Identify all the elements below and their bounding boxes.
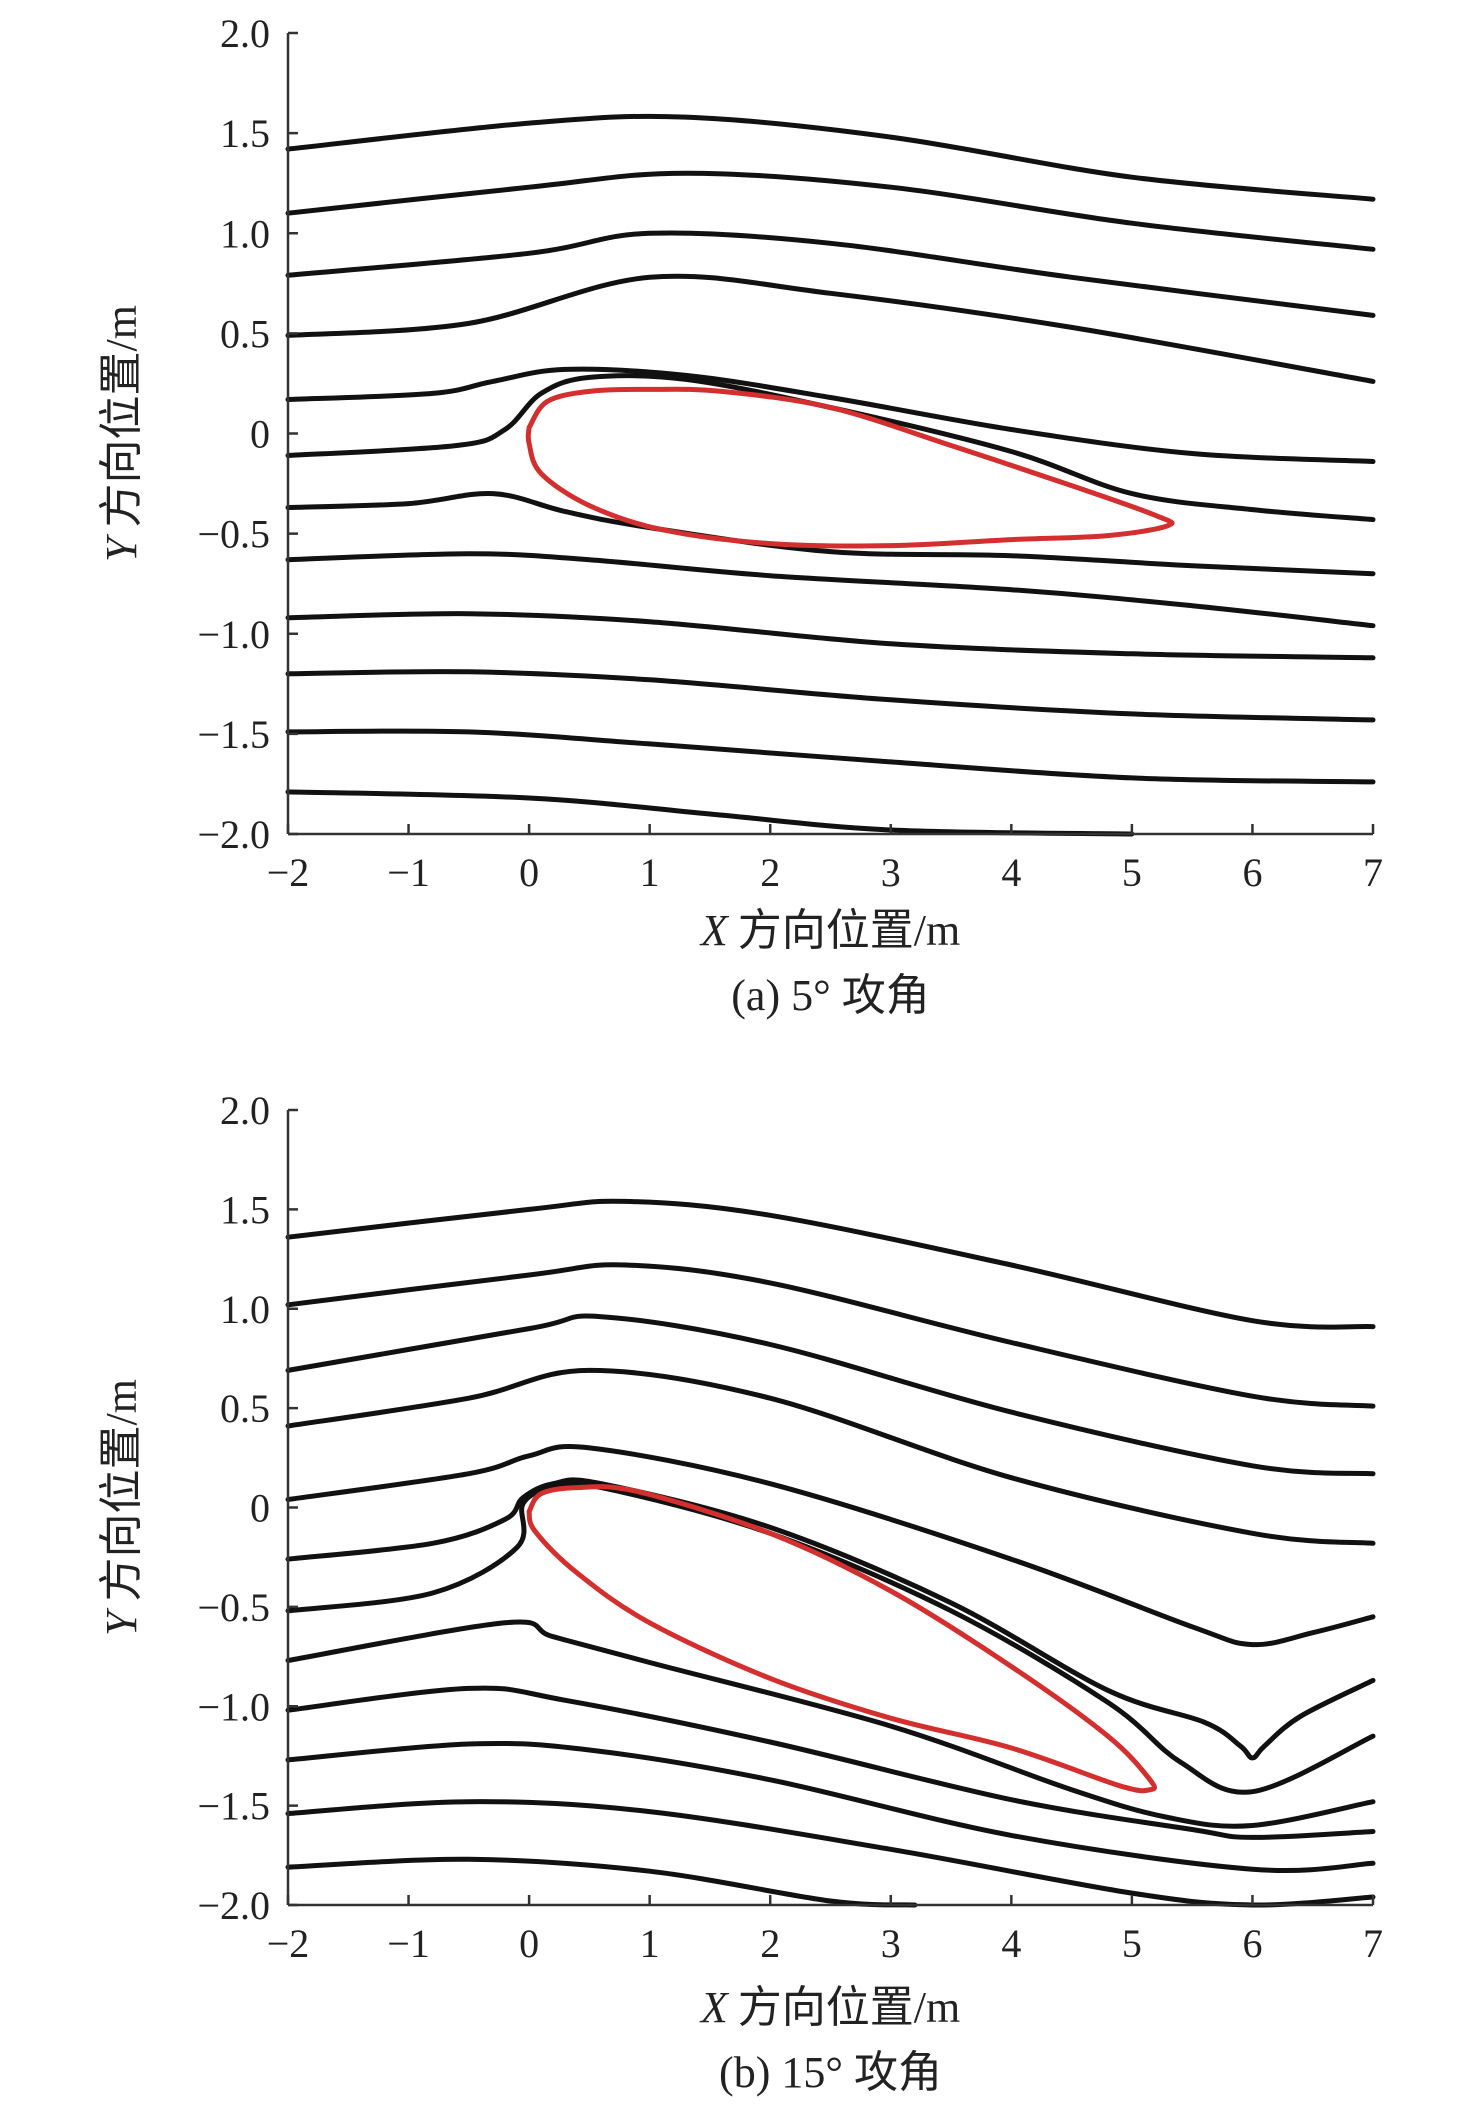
y-tick-label-a-5: −0.5 (197, 512, 270, 557)
streamline-b-6 (285, 1477, 1376, 1761)
streamline-b-5 (285, 1444, 1376, 1648)
x-tick-label-a-0: −2 (267, 850, 310, 895)
airfoil-b (526, 1484, 1157, 1794)
streamline-a-9 (285, 611, 1376, 661)
y-tick-label-a-4: 0 (250, 412, 270, 457)
y-tick-label-b-8: −2.0 (197, 1883, 270, 1928)
caption-a: (a) 5° 攻角 (731, 971, 929, 1020)
panel-a-5-deg: 2.0 1.5 1.0 0.5 0 −0.5 −1.0 −1.5 −2.0 −2 −1 0 1 2 3 4 5… (97, 11, 1383, 1020)
streamline-b-4 (285, 1367, 1376, 1546)
x-tick-label-b-1: −1 (387, 1921, 430, 1966)
x-axis-label-b: X 方向位置/m (699, 1983, 960, 2032)
x-tick-label-b-9: 7 (1363, 1921, 1383, 1966)
y-tick-label-b-1: 1.5 (220, 1187, 270, 1232)
streamline-b-9 (285, 1685, 1376, 1840)
x-tick-label-b-5: 3 (881, 1921, 901, 1966)
y-axis-label-a: Y方向位置/m (97, 305, 146, 562)
x-ticks-b: −2 −1 0 1 2 3 4 5 6 7 (267, 1895, 1383, 1966)
y-ticks-a: 2.0 1.5 1.0 0.5 0 −0.5 −1.0 −1.5 −2.0 (197, 11, 298, 857)
y-tick-label-a-8: −2.0 (197, 812, 270, 857)
x-tick-label-a-5: 3 (881, 850, 901, 895)
y-axis-label-b: Y方向位置/m (97, 1379, 146, 1636)
streamline-a-8 (285, 551, 1376, 629)
y-tick-label-a-3: 0.5 (220, 311, 270, 356)
airfoil-a (525, 386, 1175, 549)
x-tick-label-a-6: 4 (1001, 850, 1021, 895)
x-tick-label-a-2: 0 (519, 850, 539, 895)
x-tick-label-a-3: 1 (640, 850, 660, 895)
streamline-a-11 (285, 728, 1376, 785)
streamline-a-1 (285, 113, 1376, 202)
x-tick-label-b-3: 1 (640, 1921, 660, 1966)
streamline-a-2 (285, 170, 1376, 252)
x-tick-label-a-7: 5 (1122, 850, 1142, 895)
y-ticks-b: 2.0 1.5 1.0 0.5 0 −0.5 −1.0 −1.5 −2.0 (197, 1088, 298, 1928)
x-tick-label-b-4: 2 (760, 1921, 780, 1966)
panel-b-15-deg: 2.0 1.5 1.0 0.5 0 −0.5 −1.0 −1.5 −2.0 −2 −1 0 1 2 3 4 5… (97, 1088, 1383, 2097)
y-tick-label-b-5: −0.5 (197, 1585, 270, 1630)
streamline-b-10 (285, 1740, 1376, 1873)
x-tick-label-a-4: 2 (760, 850, 780, 895)
streamline-b-8 (285, 1619, 1376, 1829)
y-tick-label-b-4: 0 (250, 1486, 270, 1531)
streamlines-a (285, 113, 1376, 837)
caption-b: (b) 15° 攻角 (719, 2048, 942, 2097)
y-tick-label-b-0: 2.0 (220, 1088, 270, 1133)
x-axis-label-a: X 方向位置/m (699, 906, 960, 955)
streamline-b-12 (285, 1856, 918, 1908)
y-tick-label-a-7: −1.5 (197, 712, 270, 757)
streamline-a-12 (285, 789, 1135, 837)
streamline-b-3 (285, 1313, 1376, 1477)
x-tick-label-a-1: −1 (387, 850, 430, 895)
x-tick-label-b-8: 6 (1242, 1921, 1262, 1966)
x-tick-label-a-9: 7 (1363, 850, 1383, 895)
x-tick-label-b-7: 5 (1122, 1921, 1142, 1966)
x-tick-label-b-0: −2 (267, 1921, 310, 1966)
x-tick-label-b-2: 0 (519, 1921, 539, 1966)
x-ticks-a: −2 −1 0 1 2 3 4 5 6 7 (267, 824, 1383, 895)
y-tick-label-b-3: 0.5 (220, 1386, 270, 1431)
streamline-a-5 (285, 366, 1376, 464)
y-tick-label-a-6: −1.0 (197, 612, 270, 657)
streamlines-b (285, 1198, 1376, 1908)
streamline-a-3 (285, 230, 1376, 318)
y-tick-label-a-1: 1.5 (220, 111, 270, 156)
y-tick-label-b-6: −1.0 (197, 1684, 270, 1729)
y-tick-label-b-7: −1.5 (197, 1784, 270, 1829)
streamline-a-10 (285, 669, 1376, 723)
streamline-b-2 (285, 1262, 1376, 1409)
y-tick-label-a-2: 1.0 (220, 211, 270, 256)
x-tick-label-b-6: 4 (1001, 1921, 1021, 1966)
streamline-a-4 (285, 273, 1376, 384)
y-tick-label-b-2: 1.0 (220, 1287, 270, 1332)
streamline-a-6 (285, 373, 1376, 523)
streamline-b-1 (285, 1198, 1376, 1330)
y-tick-label-a-0: 2.0 (220, 11, 270, 56)
streamline-b-11 (285, 1799, 1376, 1908)
x-tick-label-a-8: 6 (1242, 850, 1262, 895)
